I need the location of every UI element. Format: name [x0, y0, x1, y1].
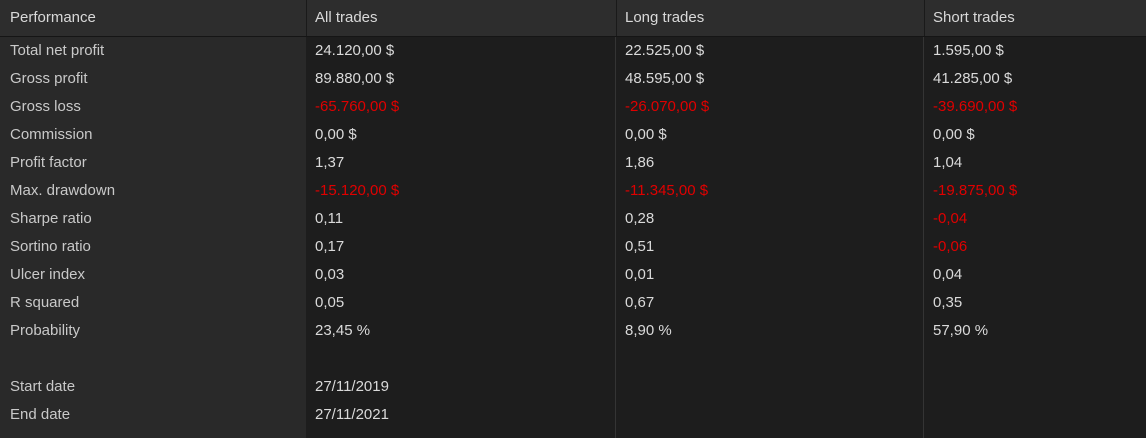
metric-label: Gross loss [10, 98, 81, 115]
table-row: Commission 0,00 $ 0,00 $ 0,00 $ [0, 121, 1146, 149]
column-header-all-trades: All trades [306, 0, 616, 36]
metric-label: Gross profit [10, 70, 88, 87]
table-row: End date 27/11/2021 [0, 401, 1146, 429]
metric-value-long-trades: 1,86 [625, 154, 655, 171]
table-row: Start date 27/11/2019 [0, 373, 1146, 401]
metric-value-all-trades: -65.760,00 $ [315, 98, 400, 115]
table-row: Profit factor 1,37 1,86 1,04 [0, 149, 1146, 177]
table-row: Sortino ratio 0,17 0,51 -0,06 [0, 233, 1146, 261]
metric-value-long-trades: -26.070,00 $ [625, 98, 710, 115]
metric-value-long-trades: 0,67 [625, 294, 655, 311]
metric-value-all-trades: 1,37 [315, 154, 345, 171]
metric-value-long-trades [616, 345, 924, 373]
metric-value-all-trades: 89.880,00 $ [315, 70, 395, 87]
column-header-performance: Performance [10, 9, 96, 26]
table-row: Gross profit 89.880,00 $ 48.595,00 $ 41.… [0, 65, 1146, 93]
metric-label: Sortino ratio [10, 238, 91, 255]
metric-label: End date [10, 406, 71, 423]
metric-value-short-trades: 1,04 [933, 154, 963, 171]
metric-value-all-trades: 0,05 [315, 294, 345, 311]
metric-value-long-trades: 48.595,00 $ [625, 70, 705, 87]
metric-value-long-trades: -11.345,00 $ [625, 182, 709, 199]
metric-label: Ulcer index [10, 266, 86, 283]
metric-value-short-trades [924, 373, 1146, 401]
metric-value-short-trades: -0,06 [933, 238, 968, 255]
table-row: Gross loss -65.760,00 $ -26.070,00 $ -39… [0, 93, 1146, 121]
metric-label: Sharpe ratio [10, 210, 92, 227]
metric-value-long-trades: 0,51 [625, 238, 655, 255]
metric-value-short-trades: -0,04 [933, 210, 968, 227]
column-header-long-trades: Long trades [616, 0, 924, 36]
metric-value-long-trades: 8,90 % [625, 322, 672, 339]
metric-label: Max. drawdown [10, 182, 116, 199]
metric-value-short-trades: 57,90 % [933, 322, 989, 339]
table-row: Total net profit 24.120,00 $ 22.525,00 $… [0, 37, 1146, 65]
label-column-background [0, 37, 306, 438]
table-body: Total net profit 24.120,00 $ 22.525,00 $… [0, 37, 1146, 438]
table-row: R squared 0,05 0,67 0,35 [0, 289, 1146, 317]
metric-value-long-trades: 22.525,00 $ [625, 42, 705, 59]
table-row: Probability 23,45 % 8,90 % 57,90 % [0, 317, 1146, 345]
table-row [0, 345, 1146, 373]
metric-value-short-trades: -39.690,00 $ [933, 98, 1018, 115]
metric-value-short-trades: 0,00 $ [933, 126, 975, 143]
metric-label [0, 345, 306, 373]
metric-value-short-trades: 0,04 [933, 266, 963, 283]
table-row: Max. drawdown -15.120,00 $ -11.345,00 $ … [0, 177, 1146, 205]
metric-value-short-trades: 1.595,00 $ [933, 42, 1004, 59]
column-divider [615, 37, 616, 438]
metric-value-all-trades: 23,45 % [315, 322, 371, 339]
metric-value-all-trades: 0,17 [315, 238, 345, 255]
metric-value-all-trades: 0,03 [315, 266, 345, 283]
metric-value-all-trades: 0,00 $ [315, 126, 357, 143]
metric-value-long-trades: 0,28 [625, 210, 655, 227]
metric-value-long-trades [616, 373, 924, 401]
metric-value-long-trades: 0,01 [625, 266, 655, 283]
column-header-short-trades: Short trades [924, 0, 1146, 36]
metric-label: Start date [10, 378, 76, 395]
metric-value-short-trades [924, 401, 1146, 429]
metric-value-all-trades: 27/11/2019 [315, 378, 389, 395]
column-divider [923, 37, 924, 438]
table-rows: Total net profit 24.120,00 $ 22.525,00 $… [0, 37, 1146, 429]
metric-value-long-trades [616, 401, 924, 429]
metric-value-all-trades: 27/11/2021 [315, 406, 389, 423]
table-row: Sharpe ratio 0,11 0,28 -0,04 [0, 205, 1146, 233]
metric-value-all-trades [306, 345, 616, 373]
metric-value-short-trades: 41.285,00 $ [933, 70, 1013, 87]
metric-label: Commission [10, 126, 93, 143]
metric-value-all-trades: -15.120,00 $ [315, 182, 400, 199]
table-header-row: Performance All trades Long trades Short… [0, 0, 1146, 37]
metric-value-all-trades: 0,11 [315, 210, 344, 227]
table-row: Ulcer index 0,03 0,01 0,04 [0, 261, 1146, 289]
metric-value-short-trades: -19.875,00 $ [933, 182, 1018, 199]
metric-label: R squared [10, 294, 80, 311]
metric-label: Profit factor [10, 154, 87, 171]
metric-value-long-trades: 0,00 $ [625, 126, 667, 143]
metric-value-short-trades: 0,35 [933, 294, 963, 311]
metric-label: Total net profit [10, 42, 105, 59]
metric-label: Probability [10, 322, 81, 339]
metric-value-all-trades: 24.120,00 $ [315, 42, 395, 59]
metric-value-short-trades [924, 345, 1146, 373]
